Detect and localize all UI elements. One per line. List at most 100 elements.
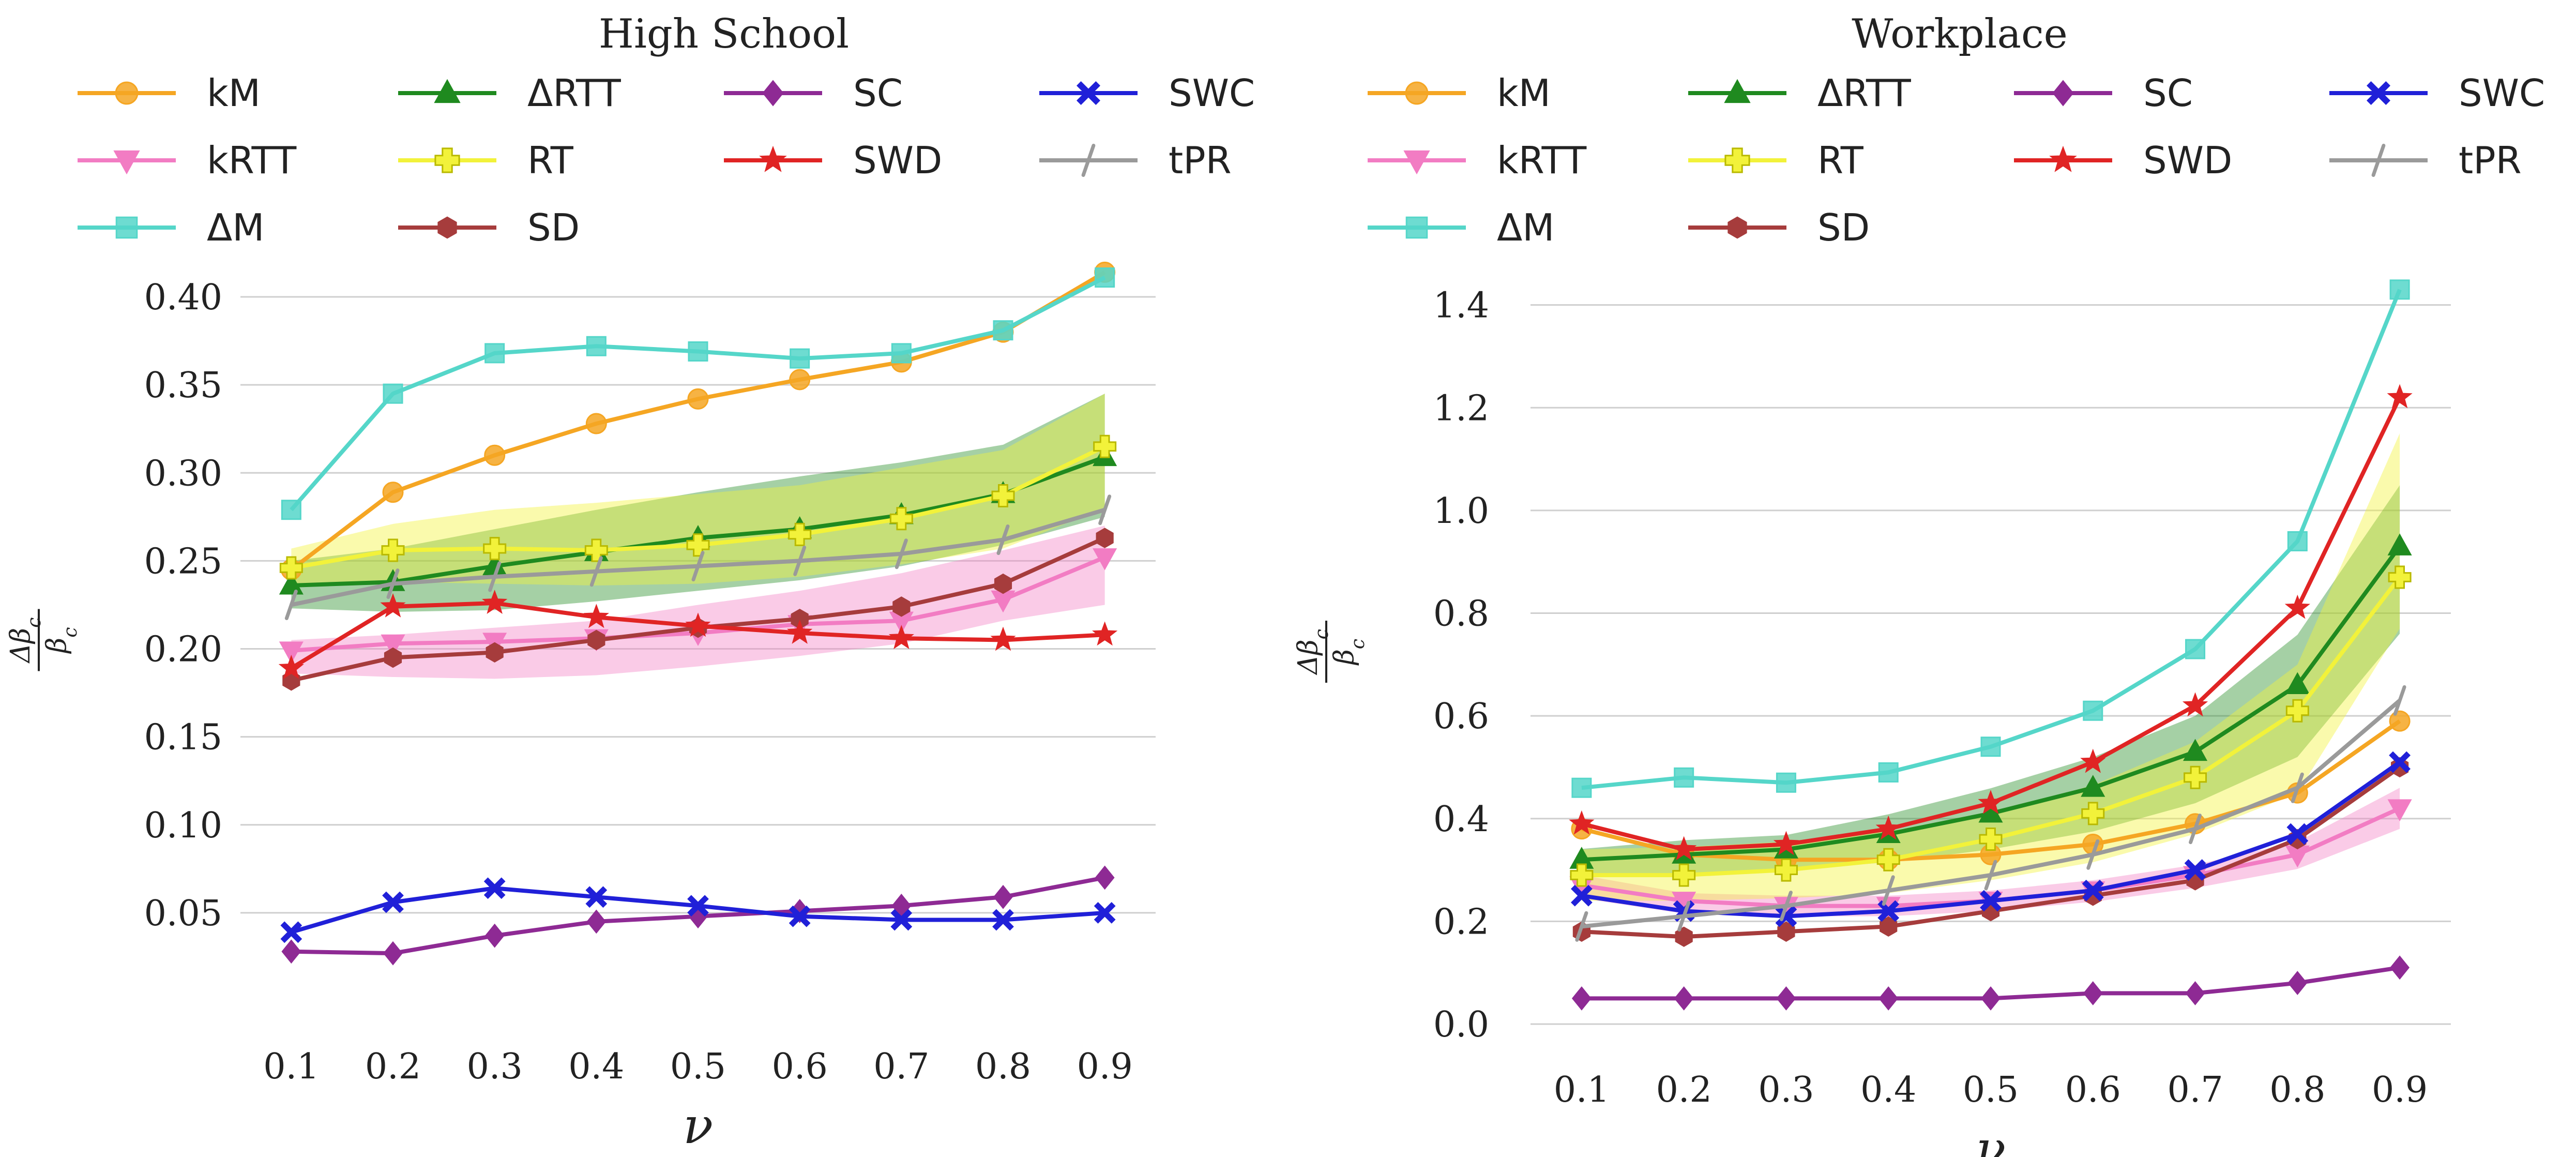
data-point — [1776, 986, 1796, 1011]
data-point — [1875, 815, 1901, 840]
data-point — [2388, 565, 2412, 589]
legend-item-delta-m: ΔM — [78, 206, 264, 249]
series-sc — [1571, 955, 2410, 1011]
data-point — [2183, 739, 2208, 761]
x-tick-label: 0.7 — [873, 1046, 929, 1087]
x-tick-label: 0.8 — [975, 1046, 1031, 1087]
chart-title: High School — [599, 11, 849, 57]
series-delta-m — [1571, 279, 2410, 798]
data-point — [382, 482, 404, 503]
legend-marker-plus-icon — [1724, 147, 1750, 173]
legend-label: RT — [527, 139, 574, 182]
data-point — [2389, 751, 2411, 773]
y-label-subscript: c — [1347, 639, 1369, 649]
legend-item-sc: SC — [2014, 71, 2193, 115]
x-tick-label: 0.5 — [670, 1046, 726, 1087]
y-label-subscript: c — [60, 627, 81, 637]
data-point — [1677, 900, 1691, 931]
legend-label: tPR — [1169, 139, 1232, 182]
y-tick-label: 1.2 — [1433, 388, 1489, 429]
data-point — [1878, 986, 1899, 1011]
data-point — [996, 524, 1010, 555]
data-point — [1569, 810, 1595, 835]
y-axis: 0.05 0.10 0.15 0.20 0.25 0.30 0.35 0.40 — [144, 277, 1156, 934]
data-point — [2083, 981, 2103, 1005]
series-swc — [280, 877, 1116, 943]
data-point — [2286, 823, 2309, 845]
data-point — [1882, 875, 1895, 906]
x-tick-label: 0.3 — [1758, 1070, 1814, 1110]
data-point — [687, 388, 709, 410]
legend-label: SWD — [2143, 139, 2232, 182]
data-point — [589, 556, 603, 587]
data-point — [788, 522, 812, 546]
legend-label: ΔM — [207, 206, 264, 249]
legend-marker-hexagon-icon — [1728, 216, 1747, 239]
data-point — [1773, 831, 1799, 855]
data-point — [1672, 863, 1696, 887]
data-point — [691, 551, 705, 582]
legend-marker-triangle-down-icon — [113, 150, 140, 175]
data-point — [381, 634, 405, 657]
legend-label: tPR — [2459, 139, 2522, 182]
data-point — [1984, 860, 1997, 891]
data-point — [1096, 528, 1114, 548]
y-tick-label: 0.30 — [144, 453, 222, 494]
data-point — [2387, 533, 2412, 555]
data-point — [279, 641, 304, 664]
x-tick-label: 0.4 — [1860, 1070, 1916, 1110]
data-point — [688, 341, 708, 362]
data-point — [2083, 700, 2103, 721]
legend-item-krtt: kRTT — [78, 139, 297, 182]
legend-item-sd: SD — [398, 206, 580, 249]
series-tpr — [1575, 685, 2406, 942]
x-tick-label: 0.9 — [1077, 1046, 1133, 1087]
legend-label: RT — [1817, 139, 1864, 182]
data-point — [992, 909, 1014, 931]
legend-item-rt: RT — [1688, 139, 1864, 182]
data-point — [281, 500, 301, 520]
data-point — [2387, 799, 2412, 821]
data-point — [1979, 827, 2003, 851]
legend-item-rt: RT — [398, 139, 574, 182]
legend-item-swd: SWD — [724, 139, 942, 182]
data-point — [790, 348, 810, 369]
y-tick-label: 0.40 — [144, 277, 222, 318]
y-tick-label: 0.10 — [144, 805, 222, 846]
x-axis-label: ν — [1976, 1120, 2006, 1157]
data-point — [993, 884, 1013, 909]
x-tick-label: 0.1 — [1554, 1070, 1610, 1110]
x-tick-label: 0.3 — [467, 1046, 523, 1087]
data-point — [2081, 775, 2105, 797]
data-point — [2287, 971, 2308, 995]
data-point — [586, 909, 607, 934]
legend-label: kRTT — [1497, 139, 1587, 182]
y-tick-label: 1.4 — [1433, 286, 1489, 326]
data-point — [2184, 859, 2206, 881]
y-tick-label: 0.4 — [1433, 799, 1489, 840]
data-point — [2189, 814, 2202, 845]
series-tpr — [284, 494, 1112, 620]
data-point — [787, 620, 813, 644]
y-label-subscript: c — [24, 618, 45, 628]
x-axis-label: ν — [683, 1097, 713, 1155]
x-tick-label: 0.6 — [2065, 1070, 2121, 1110]
data-point — [281, 939, 301, 964]
x-tick-label: 0.6 — [772, 1046, 828, 1087]
data-point — [2185, 639, 2206, 659]
data-point — [484, 343, 505, 364]
data-point — [1674, 986, 1694, 1011]
data-point — [1980, 890, 2002, 912]
legend-marker-slash-icon — [2371, 143, 2386, 177]
y-tick-label: 0.05 — [144, 893, 222, 934]
legend-item-sd: SD — [1688, 206, 1870, 249]
data-point — [1092, 621, 1118, 646]
data-point — [1675, 926, 1693, 947]
data-point — [279, 556, 303, 580]
data-point — [486, 642, 504, 663]
data-point — [2389, 710, 2411, 732]
series-swd — [278, 590, 1118, 679]
series-rt — [1570, 565, 2412, 887]
data-point — [484, 923, 505, 948]
legend-label: SC — [2143, 71, 2193, 115]
